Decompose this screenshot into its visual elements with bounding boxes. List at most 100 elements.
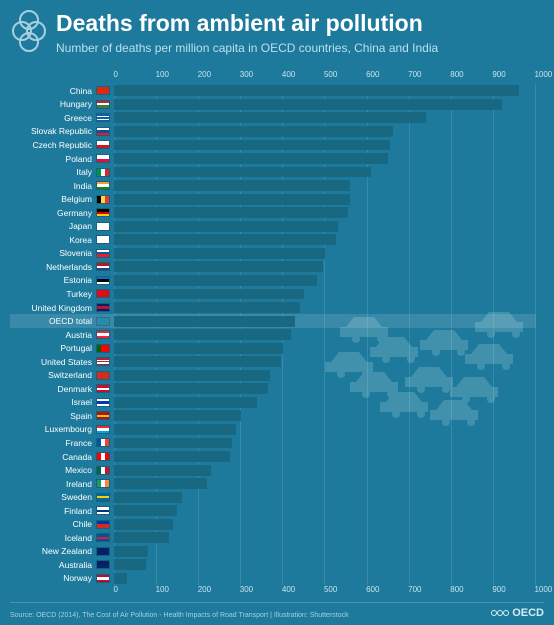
brand-label: OECD xyxy=(512,607,544,619)
chart-area: 01002003004005006007008009001000 ChinaHu… xyxy=(0,72,554,597)
bar-track xyxy=(114,558,536,572)
chart-container: Deaths from ambient air pollution Number… xyxy=(0,0,554,625)
flag-icon xyxy=(96,547,110,556)
axis-tick: 100 xyxy=(156,70,157,84)
x-axis-top: 01002003004005006007008009001000 xyxy=(114,70,536,84)
bar-track xyxy=(114,125,536,139)
flag-icon xyxy=(96,235,110,244)
flag-icon xyxy=(96,466,110,475)
axis-tick: 400 xyxy=(282,585,283,599)
country-label: Slovenia xyxy=(10,248,96,258)
bar-track xyxy=(114,504,536,518)
bar xyxy=(114,275,317,286)
bar xyxy=(114,112,426,123)
axis-tick: 500 xyxy=(324,70,325,84)
flag-icon xyxy=(96,384,110,393)
flag-icon xyxy=(96,411,110,420)
table-row: Austria xyxy=(10,328,536,342)
bar xyxy=(114,221,338,232)
country-label: Norway xyxy=(10,573,96,583)
table-row: Belgium xyxy=(10,192,536,206)
country-label: France xyxy=(10,438,96,448)
x-axis-bottom: 01002003004005006007008009001000 xyxy=(114,585,536,599)
country-label: Denmark xyxy=(10,384,96,394)
axis-tick: 600 xyxy=(366,70,367,84)
bar-track xyxy=(114,219,536,233)
axis-tick: 300 xyxy=(240,70,241,84)
flag-icon xyxy=(96,222,110,231)
chart-subtitle: Number of deaths per million capita in O… xyxy=(56,41,542,55)
flag-icon xyxy=(96,452,110,461)
country-label: Chile xyxy=(10,519,96,529)
bar-rows: ChinaHungaryGreeceSlovak RepublicCzech R… xyxy=(10,84,536,585)
flag-icon xyxy=(96,317,110,326)
bar-track xyxy=(114,165,536,179)
bar-track xyxy=(114,450,536,464)
bar-track xyxy=(114,138,536,152)
country-label: Korea xyxy=(10,235,96,245)
flag-icon xyxy=(96,86,110,95)
flag-icon xyxy=(96,330,110,339)
bar xyxy=(114,370,270,381)
bar-track xyxy=(114,368,536,382)
flag-icon xyxy=(96,560,110,569)
bar xyxy=(114,207,348,218)
country-label: Portugal xyxy=(10,343,96,353)
oecd-logo-icon xyxy=(12,10,46,60)
axis-tick: 200 xyxy=(198,70,199,84)
bar xyxy=(114,329,291,340)
bar-track xyxy=(114,233,536,247)
table-row: Poland xyxy=(10,152,536,166)
flag-icon xyxy=(96,357,110,366)
country-label: Slovak Republic xyxy=(10,126,96,136)
bar xyxy=(114,451,230,462)
table-row: Australia xyxy=(10,558,536,572)
flag-icon xyxy=(96,398,110,407)
table-row: Denmark xyxy=(10,382,536,396)
flag-icon xyxy=(96,100,110,109)
bar-track xyxy=(114,518,536,532)
bar-track xyxy=(114,396,536,410)
bar xyxy=(114,85,519,96)
bar-track xyxy=(114,98,536,112)
bar-track xyxy=(114,179,536,193)
flag-icon xyxy=(96,249,110,258)
bar-track xyxy=(114,152,536,166)
table-row: Portugal xyxy=(10,341,536,355)
table-row: France xyxy=(10,436,536,450)
country-label: United Kingdom xyxy=(10,303,96,313)
table-row: Chile xyxy=(10,518,536,532)
country-label: Switzerland xyxy=(10,370,96,380)
table-row: Slovenia xyxy=(10,247,536,261)
bar xyxy=(114,316,295,327)
flag-icon xyxy=(96,140,110,149)
country-label: Finland xyxy=(10,506,96,516)
bar-track xyxy=(114,436,536,450)
bar xyxy=(114,505,177,516)
table-row: OECD total xyxy=(10,314,536,328)
bar-track xyxy=(114,328,536,342)
bar-track xyxy=(114,206,536,220)
bar xyxy=(114,248,325,259)
bar-track xyxy=(114,287,536,301)
bar xyxy=(114,478,207,489)
flag-icon xyxy=(96,438,110,447)
country-label: India xyxy=(10,181,96,191)
country-label: Italy xyxy=(10,167,96,177)
bar-track xyxy=(114,341,536,355)
bar xyxy=(114,559,146,570)
country-label: Austria xyxy=(10,330,96,340)
bar xyxy=(114,167,371,178)
table-row: Greece xyxy=(10,111,536,125)
bar-track xyxy=(114,423,536,437)
table-row: Spain xyxy=(10,409,536,423)
axis-tick: 700 xyxy=(408,585,409,599)
table-row: Sweden xyxy=(10,490,536,504)
country-label: Iceland xyxy=(10,533,96,543)
header: Deaths from ambient air pollution Number… xyxy=(0,0,554,64)
bar-track xyxy=(114,301,536,315)
axis-tick: 300 xyxy=(240,585,241,599)
bar-track xyxy=(114,409,536,423)
flag-icon xyxy=(96,195,110,204)
axis-tick: 900 xyxy=(492,70,493,84)
